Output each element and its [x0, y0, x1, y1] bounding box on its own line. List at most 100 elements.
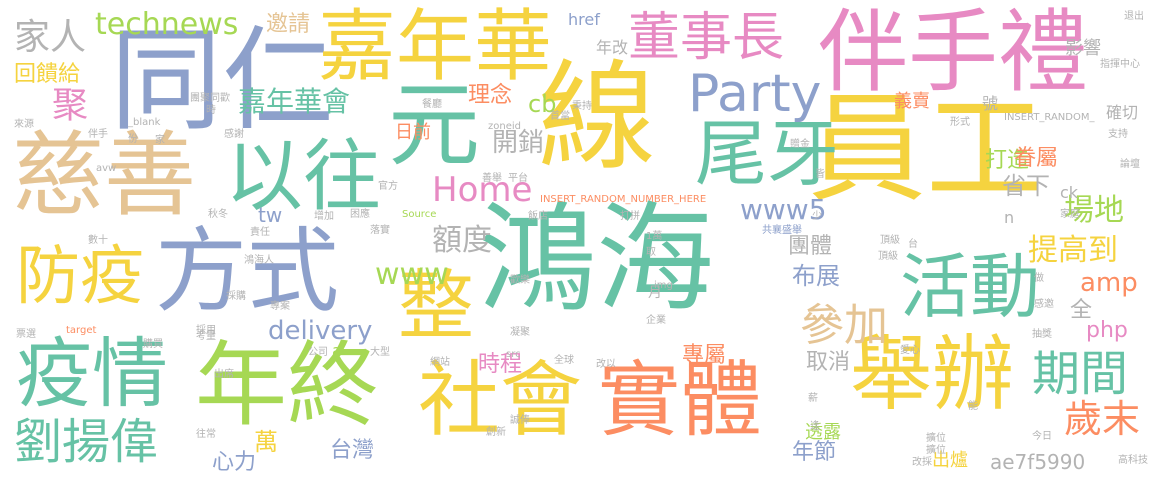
- word: 鴻海: [478, 190, 715, 328]
- word: 改採: [912, 457, 932, 468]
- word: 全球: [554, 355, 574, 366]
- word: 薪: [808, 393, 818, 404]
- word: amp: [1080, 268, 1138, 298]
- word: target: [66, 325, 97, 336]
- word: 團聚同歡: [190, 93, 230, 104]
- word: 社會: [418, 353, 583, 448]
- word: avw: [96, 163, 117, 174]
- word: 論壇: [1120, 159, 1140, 170]
- word: 元: [388, 72, 481, 179]
- word: 年節: [792, 440, 837, 465]
- word: 秋冬: [208, 209, 228, 220]
- word: 皆: [815, 169, 825, 180]
- word: 省下: [1002, 172, 1050, 200]
- word: href: [568, 10, 600, 29]
- word: 誠俸: [510, 415, 530, 426]
- word: 家庭: [1060, 209, 1080, 220]
- word: 萬: [254, 428, 278, 456]
- word: 專屬: [682, 343, 727, 368]
- word: Home: [432, 170, 533, 210]
- word: 飯店: [528, 211, 548, 222]
- word: 月: [648, 285, 662, 301]
- word: 官方: [378, 181, 398, 192]
- word: 取: [646, 247, 656, 258]
- word: 平台: [508, 173, 528, 184]
- word: 以往: [225, 132, 382, 222]
- word: 指揮中心: [1100, 59, 1140, 70]
- word: 尾牙: [695, 112, 840, 196]
- word: 少: [812, 211, 822, 222]
- word: 年改: [596, 38, 629, 57]
- word: 額度: [432, 223, 492, 258]
- word: 台灣: [330, 438, 375, 463]
- word: 網站: [430, 357, 450, 368]
- word: 伴手禮: [818, 0, 1088, 105]
- word: 增加: [314, 211, 334, 222]
- word: 頂級: [878, 251, 898, 262]
- word: 透露: [805, 422, 841, 443]
- word: 嘉年華會: [238, 85, 351, 118]
- word: 抽獎: [1032, 329, 1052, 340]
- word: 全: [1070, 298, 1093, 323]
- word: 餐廳: [422, 99, 442, 110]
- word: 參加: [800, 300, 888, 351]
- word: 期間: [1032, 346, 1129, 402]
- word: 線: [538, 48, 657, 186]
- word: 歡樂: [510, 275, 530, 286]
- word: 家人: [14, 17, 87, 58]
- word: 出席: [214, 369, 234, 380]
- word: 公司: [308, 347, 328, 358]
- word: 理念: [468, 83, 513, 108]
- word: INSERT_RANDOM_: [1004, 112, 1095, 123]
- word: 擴位: [926, 445, 946, 456]
- word: www5: [740, 193, 827, 226]
- word: 來源: [14, 119, 34, 130]
- word: ae7f5990: [990, 450, 1086, 474]
- word: 凝聚: [510, 327, 530, 338]
- word: 聚: [52, 85, 89, 126]
- word: 感謝: [224, 129, 244, 140]
- word: 往常: [196, 429, 216, 440]
- word: 做: [1034, 273, 1044, 284]
- word: 大型: [370, 347, 390, 358]
- word: 感邀: [1034, 299, 1054, 310]
- word: 眷屬: [1014, 146, 1059, 171]
- word: 團體: [788, 234, 833, 259]
- word: Source: [402, 209, 437, 220]
- word: 採購: [226, 291, 246, 302]
- word: cb: [528, 90, 557, 118]
- word: 回饋給: [14, 62, 81, 87]
- word: 落實: [370, 225, 390, 236]
- word: 票選: [16, 329, 36, 340]
- word: 創新: [486, 427, 506, 438]
- word: 取消: [806, 350, 851, 375]
- word: 購買: [143, 339, 163, 350]
- word: 布展: [792, 262, 840, 290]
- word: zoneid: [488, 121, 521, 132]
- word: 秉持: [572, 101, 592, 112]
- word: 號: [982, 94, 999, 113]
- word: src: [506, 349, 521, 360]
- word: 支持: [1108, 129, 1128, 140]
- word: 退出: [1124, 11, 1144, 22]
- word: 出爐: [932, 450, 968, 471]
- word: 董事長: [628, 8, 785, 68]
- word: 高科技: [1118, 455, 1148, 466]
- word: 場地: [1064, 193, 1124, 228]
- word: 員工: [808, 80, 1045, 218]
- word: 愛心: [900, 345, 920, 356]
- word: 今日: [1032, 431, 1052, 442]
- word: 專案: [270, 301, 290, 312]
- word: 邀請: [266, 12, 311, 37]
- word: 贈金: [790, 139, 810, 150]
- word: 開銷: [492, 128, 545, 158]
- word: 義賣: [894, 91, 930, 112]
- word: 形式: [950, 117, 970, 128]
- word: a: [332, 341, 342, 360]
- word: delivery: [268, 316, 373, 346]
- word: 時程: [478, 352, 523, 377]
- word: 舉辦: [850, 327, 1015, 422]
- word: 確切: [1106, 103, 1139, 122]
- word: 同仁: [110, 16, 334, 146]
